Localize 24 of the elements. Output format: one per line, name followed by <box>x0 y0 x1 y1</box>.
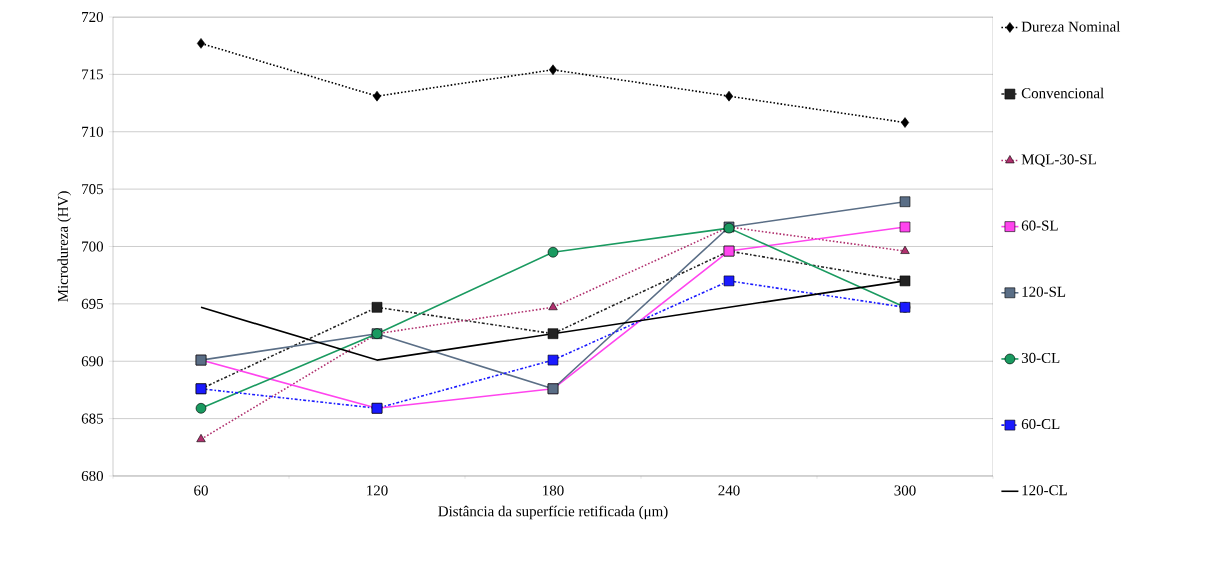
x-tick-label: 180 <box>543 485 564 496</box>
y-tick-label: 715 <box>82 69 103 80</box>
x-axis-title: Distância da superfície retificada (μm) <box>438 505 668 520</box>
legend-label: 60-SL <box>1021 220 1058 231</box>
legend-label: 120-CL <box>1022 485 1067 496</box>
y-tick-label: 685 <box>81 413 103 424</box>
x-tick-label: 240 <box>718 485 740 496</box>
legend-label: 60-CL <box>1021 419 1060 430</box>
legend-label: 120-SL <box>1022 286 1066 297</box>
y-tick-label: 690 <box>81 356 104 367</box>
y-tick-label: 700 <box>82 241 104 252</box>
x-tick-label: 120 <box>367 485 388 496</box>
x-tick-label: 60 <box>194 485 208 496</box>
legend-label: Dureza Nominal <box>1021 21 1121 32</box>
y-tick-label: 710 <box>82 126 104 137</box>
y-axis-title: Microdureza (HV) <box>57 191 72 302</box>
y-tick-label: 680 <box>81 470 104 482</box>
legend-label: Convencional <box>1021 87 1104 99</box>
legend-label: MQL-30-SL <box>1021 154 1096 167</box>
y-tick-label: 720 <box>82 11 104 23</box>
x-tick-label: 300 <box>894 485 916 496</box>
y-tick-label: 695 <box>81 298 103 309</box>
legend-label: 30-CL <box>1021 352 1060 363</box>
y-tick-label: 705 <box>82 184 103 195</box>
